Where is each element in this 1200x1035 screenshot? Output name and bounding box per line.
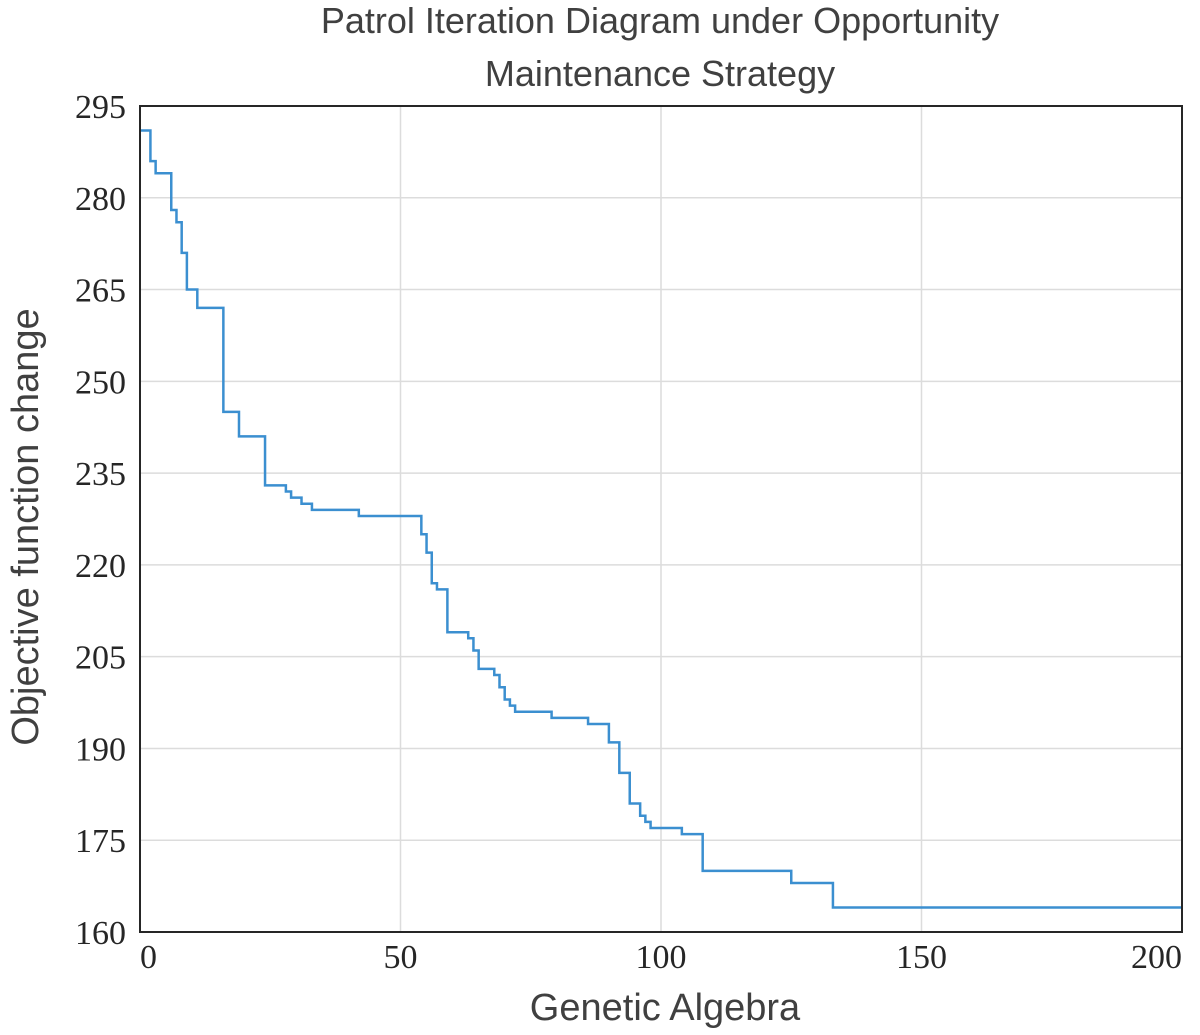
y-tick-label: 250 (75, 364, 126, 401)
series-line (140, 129, 1182, 909)
y-tick-label: 280 (75, 181, 126, 218)
series-layer (140, 129, 1182, 909)
y-tick-label: 220 (75, 548, 126, 585)
y-tick-label: 175 (75, 823, 126, 860)
grid-lines (139, 105, 1183, 933)
plot-area-frame (139, 105, 1183, 933)
y-axis-label: Objective function change (5, 308, 47, 745)
y-tick-label: 265 (75, 273, 126, 310)
y-tick-label: 235 (75, 456, 126, 493)
y-tick-label: 205 (75, 640, 126, 677)
chart-title-line-1: Patrol Iteration Diagram under Opportuni… (321, 0, 999, 41)
y-tick-label: 160 (75, 915, 126, 952)
x-tick-label: 0 (140, 939, 157, 976)
x-tick-label: 100 (636, 939, 687, 976)
x-axis-ticks: 0 50 100 150 200 (140, 939, 1182, 976)
y-tick-label: 295 (75, 89, 126, 126)
y-tick-label: 190 (75, 731, 126, 768)
x-tick-label: 50 (384, 939, 418, 976)
y-axis-ticks: 160 175 190 205 220 235 250 265 280 295 (75, 89, 126, 952)
chart-title-line-2: Maintenance Strategy (485, 53, 835, 94)
x-axis-label: Genetic Algebra (530, 987, 801, 1029)
x-tick-label: 150 (896, 939, 947, 976)
x-tick-label: 200 (1131, 939, 1182, 976)
